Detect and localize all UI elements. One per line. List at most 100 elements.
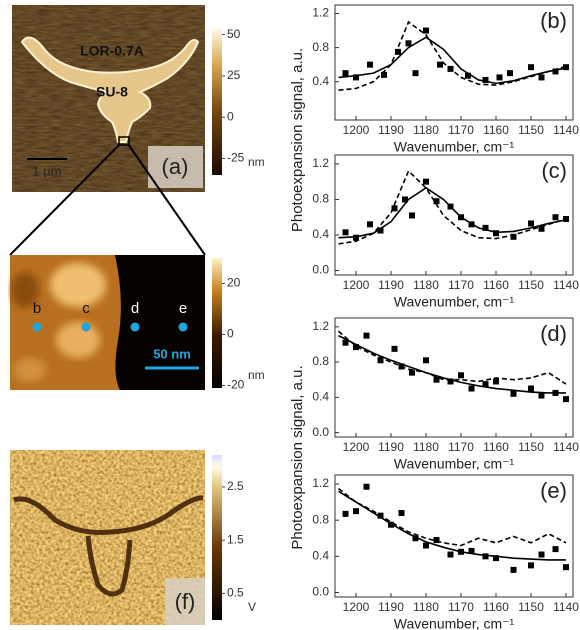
data-point [353, 74, 359, 81]
x-tick-label: 1190 [378, 600, 404, 614]
data-point [402, 196, 408, 203]
x-tick-label: 1200 [343, 600, 370, 614]
panel-label: (b) [540, 8, 567, 33]
data-point [552, 546, 559, 553]
data-point [482, 76, 489, 83]
data-point [538, 74, 545, 81]
data-point [412, 70, 419, 77]
x-tick-label: 1200 [343, 123, 370, 137]
data-point [563, 396, 569, 403]
data-point [458, 372, 464, 379]
x-axis-label: Wavenumber, cm⁻¹ [394, 616, 515, 630]
panel-label: (c) [541, 158, 567, 183]
colorbar-tick-label: -20 [227, 378, 245, 392]
colorbar-tick-label: 1.5 [227, 532, 244, 546]
fit-line [338, 186, 567, 239]
point-label: b [33, 300, 41, 317]
data-point [391, 205, 398, 212]
plot-frame [334, 154, 574, 276]
data-point [363, 332, 370, 339]
data-point [447, 378, 454, 385]
point-label: c [82, 300, 90, 317]
x-tick-label: 1140 [553, 600, 579, 614]
data-point [510, 233, 517, 240]
data-point [510, 390, 517, 397]
x-tick-label: 1180 [413, 440, 439, 454]
data-point [468, 385, 475, 392]
data-point [482, 553, 489, 560]
data-point [465, 72, 471, 79]
data-point [367, 61, 373, 68]
data-point [423, 27, 429, 34]
y-tick-label: 0.8 [312, 40, 329, 54]
data-point [496, 74, 503, 81]
x-tick-label: 1200 [343, 278, 370, 292]
data-point [538, 392, 545, 399]
data-point [482, 381, 489, 388]
x-tick-label: 1140 [553, 440, 579, 454]
data-point [552, 68, 559, 75]
data-point [342, 229, 349, 236]
x-tick-label: 1190 [378, 278, 404, 292]
colorbar-unit: nm [248, 155, 265, 169]
y-tick-label: 0.0 [312, 585, 329, 599]
data-point [538, 551, 545, 558]
dashed-line [338, 487, 567, 547]
colorbar-tick-label: 0 [227, 327, 234, 341]
data-point [423, 542, 429, 549]
data-point [433, 376, 440, 383]
x-tick-label: 1170 [448, 600, 474, 614]
data-point [412, 535, 419, 542]
data-point [342, 510, 349, 517]
scale-bar-label: 50 nm [153, 346, 191, 361]
data-point [493, 378, 499, 385]
data-point [409, 212, 415, 219]
x-tick-label: 1140 [553, 123, 579, 137]
x-tick-label: 1180 [413, 123, 439, 137]
afm-image-zoom: b c d e 50 nm [10, 255, 205, 390]
data-point [510, 566, 517, 573]
x-axis-label: Wavenumber, cm⁻¹ [394, 456, 515, 472]
colorbar-unit: nm [248, 368, 265, 382]
data-point [563, 64, 569, 71]
panel-label: (f) [175, 589, 196, 614]
x-tick-label: 1170 [448, 278, 474, 292]
plot-frame [334, 4, 574, 121]
data-point [482, 224, 489, 231]
y-tick-label: 1.2 [312, 156, 329, 170]
data-point [433, 198, 440, 205]
data-point [342, 70, 349, 77]
y-tick-label: 0.0 [312, 263, 329, 277]
y-tick-label: 0.4 [312, 390, 329, 404]
y-tick-label: 0.4 [312, 227, 329, 241]
data-point [507, 70, 513, 77]
x-tick-label: 1150 [518, 278, 544, 292]
x-axis-label: Wavenumber, cm⁻¹ [394, 294, 515, 310]
x-tick-label: 1200 [343, 440, 370, 454]
x-tick-label: 1150 [518, 123, 544, 137]
data-point [493, 555, 499, 562]
data-point [409, 369, 415, 376]
colorbar-tick-label: 0.5 [227, 586, 244, 600]
y-tick-label: 1.2 [312, 476, 329, 490]
point-label: d [131, 300, 139, 317]
data-point [468, 547, 475, 554]
data-point [381, 71, 387, 78]
x-tick-label: 1180 [413, 600, 439, 614]
kpfm-image-f: (f) [10, 450, 205, 625]
afm-image-a: LOR-0.7A SU-8 1 µm (a) [12, 5, 205, 192]
data-point [353, 508, 359, 515]
colorbar-tick-label: -25 [227, 151, 245, 165]
layer-label: SU-8 [96, 84, 128, 100]
data-point [377, 357, 384, 364]
x-tick-label: 1190 [378, 440, 404, 454]
colorbar-tick-label: 50 [227, 27, 241, 41]
y-tick-label: 0.8 [312, 354, 329, 368]
x-tick-label: 1160 [483, 123, 509, 137]
y-tick-label: 0.0 [312, 425, 329, 439]
panel-label: (e) [540, 478, 567, 503]
data-point [398, 509, 405, 516]
data-point [528, 562, 534, 569]
data-point [363, 483, 370, 490]
colorbar-tick-label: 0 [227, 109, 234, 123]
